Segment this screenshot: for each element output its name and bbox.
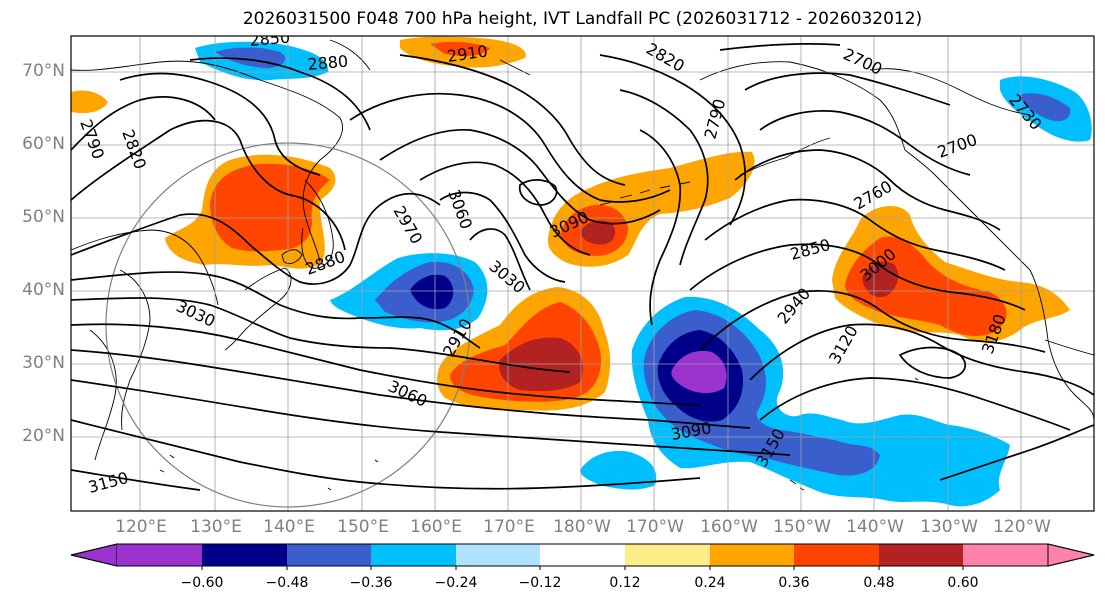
colorbar-tick-label: 0.60: [947, 575, 979, 591]
map-plot-area: 2850 2880 2910 2820 2700 2790 2820 2790 …: [71, 28, 1094, 511]
map-frame: [70, 35, 1095, 512]
colorbar-segment: [879, 544, 963, 566]
colorbar-segment: [794, 544, 879, 566]
height-contours: [71, 42, 1094, 491]
colorbar-tick-label: 0.24: [694, 575, 726, 591]
lon-label: 160°W: [700, 517, 758, 537]
colorbar-segment: [540, 544, 625, 566]
lon-label: 150°E: [337, 517, 389, 537]
lat-label: 40°N: [22, 280, 65, 300]
lon-label: 140°W: [846, 517, 904, 537]
lon-label: 170°W: [626, 517, 684, 537]
colorbar-extend-min: [70, 543, 118, 567]
lon-label: 170°E: [483, 517, 535, 537]
colorbar-segment: [202, 544, 287, 566]
colorbar-segment: [287, 544, 371, 566]
colorbar-segment: [456, 544, 540, 566]
contour-label: 2880: [307, 52, 349, 74]
lat-label: 60°N: [22, 134, 65, 154]
lon-label: 130°E: [190, 517, 242, 537]
lat-label: 70°N: [22, 61, 65, 81]
colorbar-extend-max: [1047, 543, 1095, 567]
colorbar-tick-label: 0.12: [609, 575, 641, 591]
colorbar-tick-label: −0.36: [349, 575, 393, 591]
ivt-shading: [71, 36, 1092, 507]
lat-label: 30°N: [22, 353, 65, 373]
lon-label: 180°W: [553, 517, 611, 537]
colorbar-tick-label: −0.60: [180, 575, 224, 591]
colorbar-tick-label: −0.12: [518, 575, 562, 591]
lon-label: 120°E: [115, 517, 167, 537]
map-title: 2026031500 F048 700 hPa height, IVT Land…: [242, 9, 923, 29]
coastlines: [71, 39, 1094, 491]
colorbar-segment: [117, 544, 202, 566]
colorbar-tick-label: 0.36: [778, 575, 810, 591]
lat-label: 50°N: [22, 207, 65, 227]
lon-label: 140°E: [263, 517, 315, 537]
colorbar-segment: [710, 544, 794, 566]
colorbar-tick-label: 0.48: [863, 575, 895, 591]
lon-label: 130°W: [920, 517, 978, 537]
colorbar-tick-label: −0.48: [265, 575, 309, 591]
colorbar-tick-label: −0.24: [434, 575, 478, 591]
lon-label: 160°E: [410, 517, 462, 537]
colorbar: [70, 543, 1095, 570]
colorbar-outline: [70, 543, 1095, 567]
lon-label: 120°W: [993, 517, 1051, 537]
lat-label: 20°N: [22, 426, 65, 446]
colorbar-segment: [963, 544, 1048, 566]
colorbar-segment: [625, 544, 710, 566]
lon-label: 150°W: [773, 517, 831, 537]
contour-label: 2850: [249, 28, 291, 50]
colorbar-segment: [371, 544, 456, 566]
